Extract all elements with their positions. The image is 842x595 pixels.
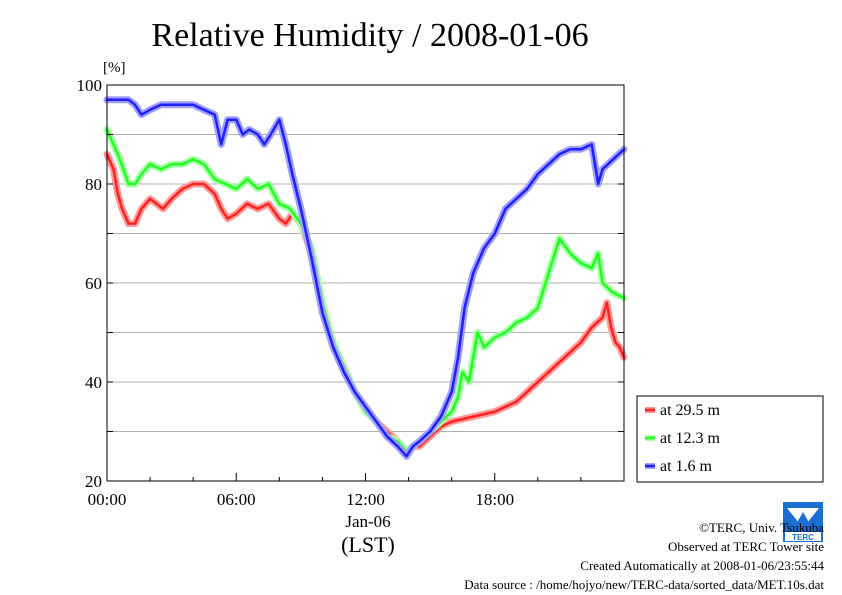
y-tick-label: 80 bbox=[85, 175, 102, 194]
y-tick-label: 100 bbox=[77, 76, 103, 95]
y-tick-label: 60 bbox=[85, 274, 102, 293]
y-axis-unit-label: [%] bbox=[103, 60, 126, 76]
credits-block: ©TERC, Univ. Tsukuba Observed at TERC To… bbox=[464, 518, 824, 594]
y-tick-label: 40 bbox=[85, 373, 102, 392]
x-axis-title: (LST) bbox=[341, 532, 395, 557]
x-tick-label: 00:00 bbox=[88, 490, 127, 509]
series-line bbox=[105, 98, 626, 458]
logo-text: TERC bbox=[792, 533, 814, 542]
legend: at 29.5 m at 12.3 m at 1.6 m bbox=[636, 395, 824, 483]
x-tick-label: 06:00 bbox=[217, 490, 256, 509]
terc-logo-icon: TERC bbox=[783, 502, 823, 542]
legend-label: at 1.6 m bbox=[660, 458, 713, 475]
x-axis: 00:00 06:00 12:00 18:00 bbox=[88, 473, 625, 509]
observed-text: Observed at TERC Tower site bbox=[667, 539, 824, 554]
copyright-text: ©TERC, Univ. Tsukuba bbox=[699, 520, 824, 535]
x-tick-label: 12:00 bbox=[346, 490, 385, 509]
created-text: Created Automatically at 2008-01-06/23:5… bbox=[580, 558, 824, 573]
series-layer bbox=[103, 96, 628, 460]
y-axis: 20 40 60 80 100 bbox=[77, 76, 624, 491]
x-axis-date-label: Jan-06 bbox=[345, 512, 390, 531]
legend-label: at 29.5 m bbox=[660, 402, 721, 419]
data-source-text: Data source : /home/hojyo/new/TERC-data/… bbox=[464, 577, 824, 592]
legend-box bbox=[636, 395, 824, 483]
y-tick-label: 20 bbox=[85, 472, 102, 491]
legend-label: at 12.3 m bbox=[660, 430, 721, 447]
chart-title: Relative Humidity / 2008-01-06 bbox=[151, 17, 588, 54]
x-tick-label: 18:00 bbox=[475, 490, 514, 509]
